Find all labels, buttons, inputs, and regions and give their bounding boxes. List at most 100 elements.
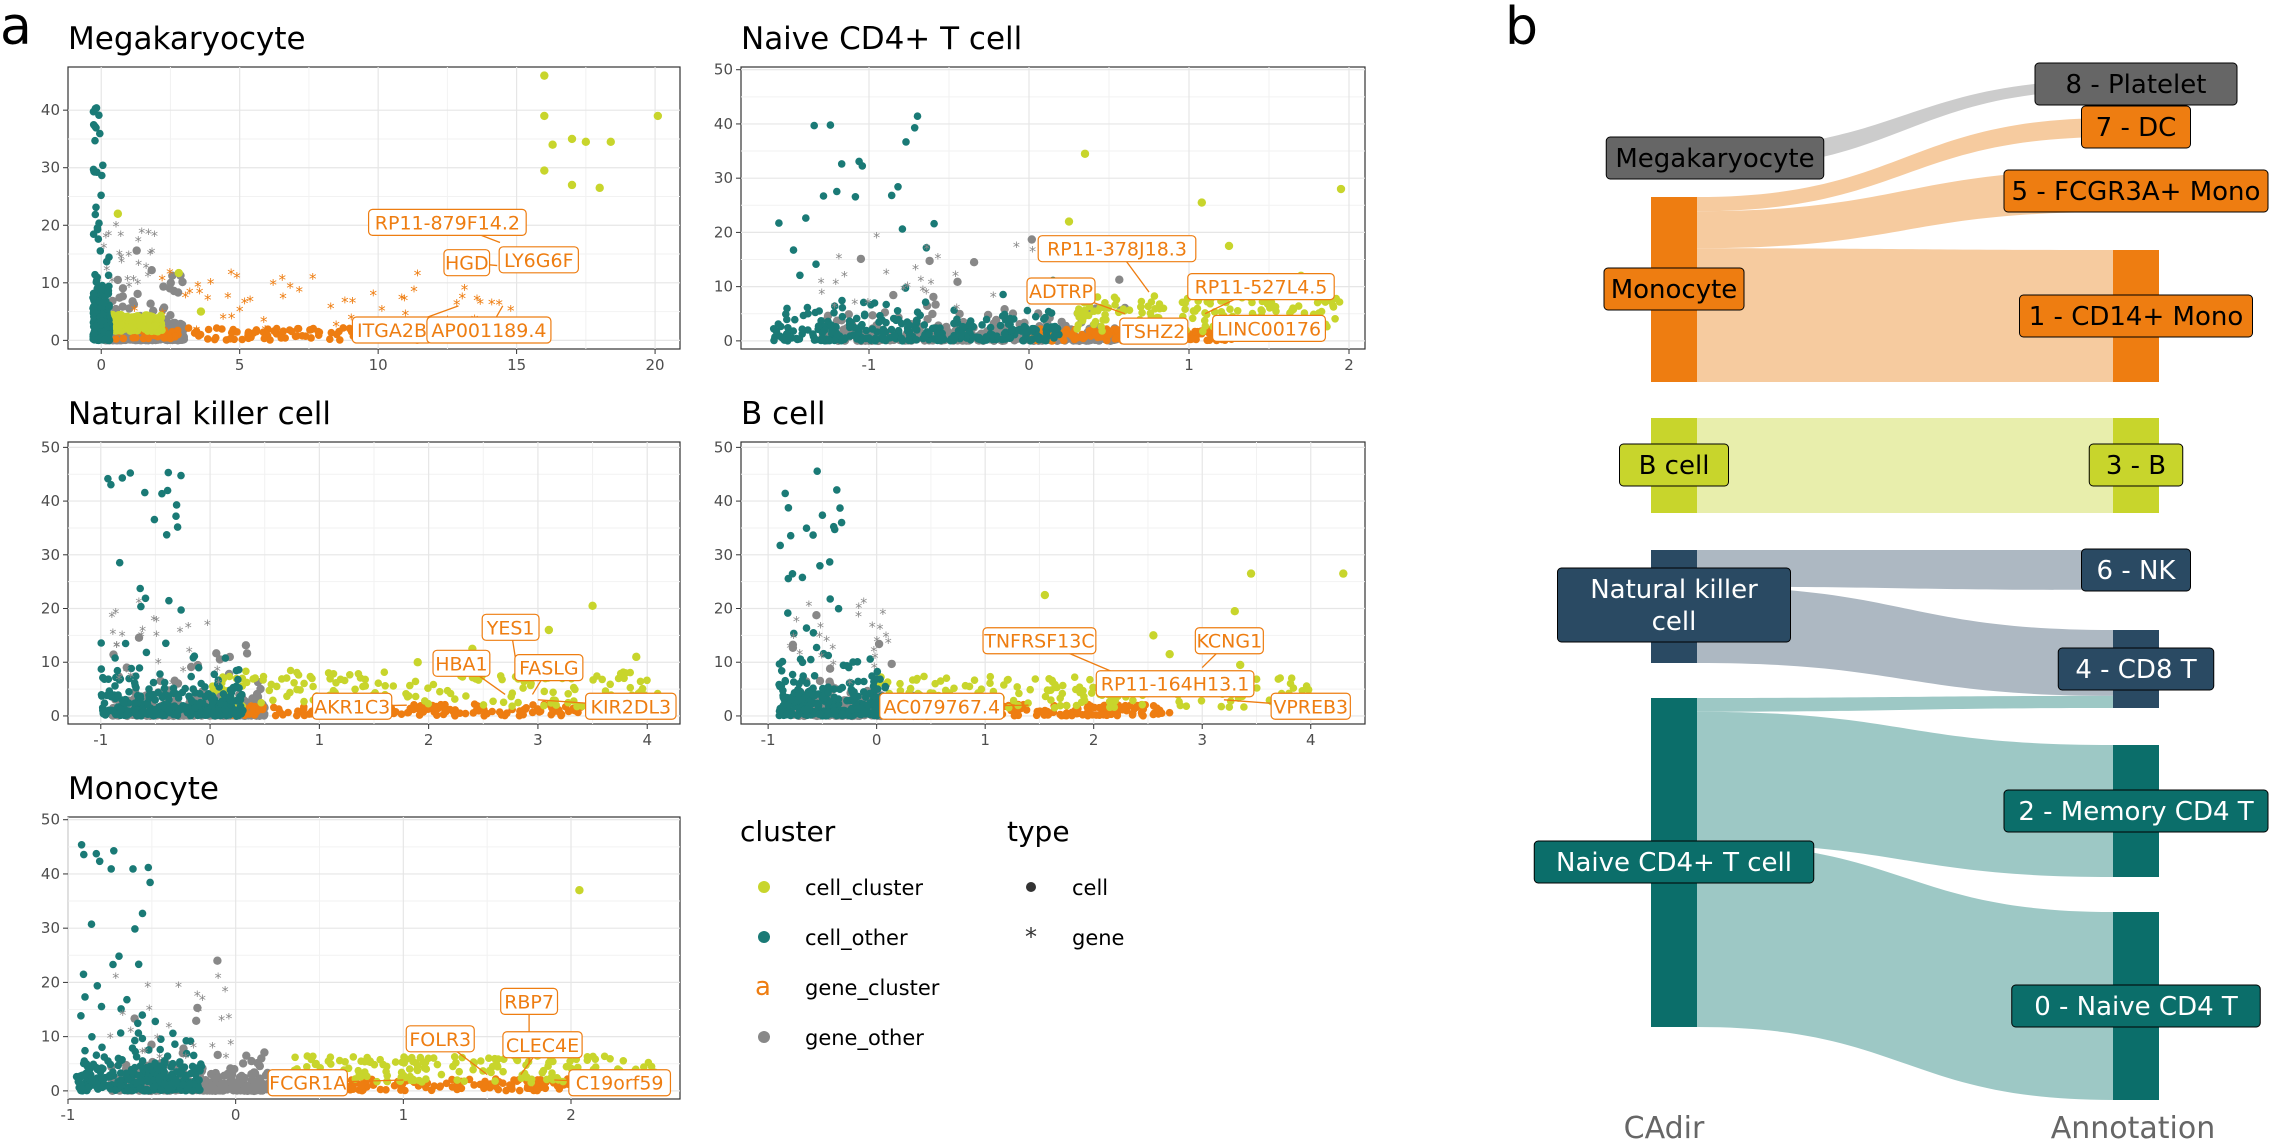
point-cell-other [92, 104, 101, 112]
point-cell-other [833, 330, 841, 338]
point-cell-other [824, 689, 832, 697]
tick-label-y: 40 [41, 492, 60, 510]
gene-label: LY6G6F [504, 250, 574, 272]
point-gene-cluster [299, 705, 308, 713]
tick-label-x: 0 [1024, 356, 1034, 374]
gridlines [741, 67, 1365, 349]
point-cell-cluster [1003, 676, 1012, 684]
point-cell-cluster-outlier [588, 601, 597, 611]
point-cell-cluster [359, 682, 367, 691]
point-gene-other [118, 284, 128, 293]
point-gene-other [889, 290, 898, 300]
point-gene-cluster: * [227, 266, 235, 284]
point-cell-other [104, 290, 113, 298]
point-cell-cluster [259, 672, 268, 681]
point-cell-other [816, 562, 824, 570]
point-gene-cluster [204, 325, 213, 334]
point-cell-cluster [1137, 297, 1146, 306]
point-gene-cluster: * [453, 296, 461, 314]
scatter-panel-b-cell: B cell -1 0 1 2 3 401020304050***************… [714, 396, 1366, 749]
point-cell-other [126, 469, 135, 477]
point-cell-cluster [354, 670, 363, 678]
point-gene-other: * [135, 258, 142, 274]
point-cell-other [807, 655, 815, 664]
tick-label-y: 20 [41, 973, 60, 991]
point-cell-cluster [293, 685, 301, 694]
point-gene-other [172, 320, 182, 329]
point-cell-cluster [931, 679, 939, 688]
point-cell-cluster-outlier [1149, 631, 1158, 640]
point-cell-cluster [436, 687, 444, 696]
point-gene-other: * [153, 629, 160, 645]
scatter-points: ***** ******* **** ***** ***** ********** *** *… [89, 71, 663, 345]
point-gene-other [823, 311, 833, 320]
tick-label-x: 15 [507, 356, 526, 374]
point-gene-other [1027, 235, 1037, 244]
point-cell-cluster [404, 692, 413, 700]
point-gene-other [133, 289, 142, 299]
gene-label: KIR2DL3 [590, 696, 671, 718]
point-cell-other [860, 311, 869, 320]
point-cell-other [775, 707, 784, 715]
point-cell-other [803, 303, 812, 312]
point-gene-other: * [793, 615, 800, 631]
point-gene-other: * [124, 274, 131, 290]
tick-label-x: 10 [369, 356, 388, 374]
point-gene-other [166, 278, 175, 287]
point-gene-cluster [391, 708, 400, 716]
tick-label-x: 2 [1344, 356, 1354, 374]
gene-label: HBA1 [435, 653, 487, 675]
point-gene-other: * [818, 650, 825, 666]
point-gene-cluster: * [204, 291, 212, 309]
point-gene-cluster [469, 709, 478, 717]
tick-label-y: 50 [41, 438, 60, 456]
point-cell-other [1000, 310, 1009, 319]
point-cell-cluster [1102, 316, 1110, 324]
point-gene-other: * [116, 248, 123, 264]
tick-label-x: 1 [1184, 356, 1194, 374]
point-cell-cluster [135, 321, 144, 330]
point-gene-other: * [829, 642, 836, 658]
point-gene-other: * [118, 256, 125, 272]
point-cell-other [879, 329, 888, 338]
point-cell-other [846, 323, 854, 332]
point-gene-other: * [855, 609, 862, 625]
point-gene-other: * [149, 246, 156, 262]
point-cell-other [795, 335, 804, 343]
point-gene-cluster [212, 324, 221, 332]
point-cell-cluster [346, 671, 354, 679]
point-cell-cluster [286, 688, 294, 697]
point-gene-other: * [126, 280, 133, 296]
point-gene-other [147, 266, 156, 275]
point-cell-cluster [1271, 302, 1280, 311]
point-gene-other: * [155, 657, 162, 673]
point-cell-other [232, 666, 241, 675]
point-cell-other [91, 210, 100, 219]
point-cell-other [865, 334, 873, 342]
point-cell-cluster [411, 692, 420, 701]
point-cell-other [104, 675, 113, 683]
point-cell-other [145, 707, 154, 716]
point-gene-other: * [130, 274, 137, 290]
point-cell-cluster [1217, 702, 1226, 711]
point-cell-cluster [1086, 675, 1094, 684]
point-gene-cluster: * [495, 296, 503, 314]
point-gene-cluster [326, 335, 334, 344]
point-gene-cluster: * [309, 270, 317, 288]
point-cell-cluster [1240, 703, 1248, 711]
point-cell-other [789, 246, 798, 254]
point-cell-other [802, 624, 811, 632]
point-gene-cluster: * [207, 275, 215, 293]
point-cell-other [834, 695, 843, 703]
point-cell-other [968, 322, 976, 331]
point-cell-other [1040, 315, 1048, 323]
gene-label-box [498, 246, 579, 274]
point-cell-cluster [1070, 673, 1079, 681]
point-cell-other [779, 693, 788, 702]
point-cell-other [782, 310, 790, 318]
point-gene-other: * [923, 242, 930, 258]
tick-label-y: 10 [714, 653, 733, 671]
point-cell-other [810, 692, 818, 700]
point-gene-cluster: * [286, 279, 294, 297]
point-cell-other [90, 329, 98, 337]
